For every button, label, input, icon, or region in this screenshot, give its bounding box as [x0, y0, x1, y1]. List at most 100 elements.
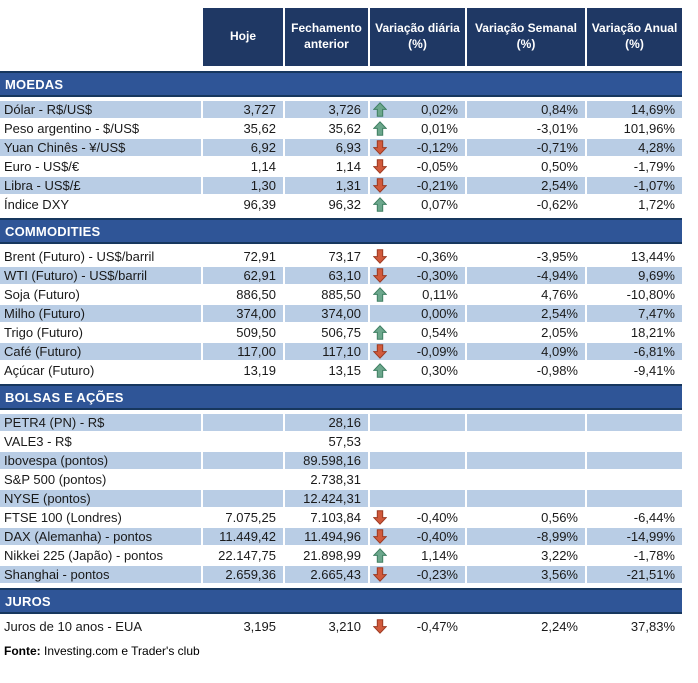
block-arrow-down [373, 249, 387, 264]
cell-fechamento-anterior: 28,16 [285, 414, 370, 433]
cell-fechamento-anterior: 57,53 [285, 433, 370, 452]
no-arrow [373, 491, 387, 506]
cell-variacao-anual: -21,51% [587, 566, 682, 585]
up-arrow-icon [373, 548, 387, 563]
cell-hoje: 7.075,25 [203, 509, 285, 528]
variacao-diaria-value: 0,07% [421, 197, 458, 212]
cell-variacao-diaria: -0,09% [370, 343, 467, 362]
cell-hoje [203, 452, 285, 471]
variacao-diaria-value: 0,54% [421, 325, 458, 340]
cell-variacao-diaria: -0,47% [370, 618, 467, 637]
cell-variacao-anual [587, 452, 682, 471]
cell-variacao-diaria: -0,36% [370, 248, 467, 267]
cell-fechamento-anterior: 1,14 [285, 158, 370, 177]
cell-label: WTI (Futuro) - US$/barril [0, 267, 203, 286]
table-row: Milho (Futuro) 374,00 374,00 0,00% 2,54% 7,47… [0, 305, 682, 324]
table-row: Dólar - R$/US$ 3,727 3,726 0,02% 0,84% 14,69% [0, 101, 682, 120]
no-arrow [373, 306, 387, 321]
cell-variacao-semanal [467, 414, 587, 433]
cell-hoje: 2.659,36 [203, 566, 285, 585]
variacao-diaria-value: 0,30% [421, 363, 458, 378]
source-text: Investing.com e Trader's club [40, 644, 200, 658]
cell-label: VALE3 - R$ [0, 433, 203, 452]
cell-variacao-anual: -1,78% [587, 547, 682, 566]
column-header-fechamento: Fechamento anterior [285, 8, 370, 66]
cell-variacao-anual: 4,28% [587, 139, 682, 158]
cell-variacao-anual: -9,41% [587, 362, 682, 381]
cell-variacao-semanal: 2,54% [467, 177, 587, 196]
cell-fechamento-anterior: 12.424,31 [285, 490, 370, 509]
cell-hoje: 11.449,42 [203, 528, 285, 547]
cell-variacao-diaria: 0,02% [370, 101, 467, 120]
cell-variacao-anual: 14,69% [587, 101, 682, 120]
up-arrow-icon [373, 121, 387, 136]
cell-label: Libra - US$/£ [0, 177, 203, 196]
cell-label: Açúcar (Futuro) [0, 362, 203, 381]
block-arrow-down [373, 178, 387, 193]
cell-label: Ibovespa (pontos) [0, 452, 203, 471]
cell-hoje: 374,00 [203, 305, 285, 324]
table-row: Soja (Futuro) 886,50 885,50 0,11% 4,76% -10,8… [0, 286, 682, 305]
cell-hoje: 35,62 [203, 120, 285, 139]
cell-label: Soja (Futuro) [0, 286, 203, 305]
cell-label: NYSE (pontos) [0, 490, 203, 509]
cell-variacao-diaria: 0,07% [370, 196, 467, 215]
cell-variacao-anual: -1,07% [587, 177, 682, 196]
no-arrow [373, 472, 387, 487]
cell-variacao-diaria: -0,30% [370, 267, 467, 286]
variacao-diaria-value: -0,09% [416, 344, 458, 359]
cell-fechamento-anterior: 21.898,99 [285, 547, 370, 566]
cell-fechamento-anterior: 13,15 [285, 362, 370, 381]
cell-label: S&P 500 (pontos) [0, 471, 203, 490]
cell-variacao-semanal: -0,71% [467, 139, 587, 158]
table-row: Ibovespa (pontos) 89.598,16 [0, 452, 682, 471]
cell-label: Índice DXY [0, 196, 203, 215]
block-arrow-down [373, 529, 387, 544]
cell-label: Nikkei 225 (Japão) - pontos [0, 547, 203, 566]
variacao-diaria-value: -0,36% [416, 249, 458, 264]
cell-hoje: 3,195 [203, 618, 285, 637]
section-header-bolsas: BOLSAS E AÇÕES [0, 384, 682, 410]
down-arrow-icon [373, 510, 387, 525]
table-row: Juros de 10 anos - EUA 3,195 3,210 -0,47% 2,… [0, 618, 682, 637]
up-arrow-icon [373, 363, 387, 378]
variacao-diaria-value: 0,11% [422, 287, 458, 302]
table-row: Trigo (Futuro) 509,50 506,75 0,54% 2,05% 18,2… [0, 324, 682, 343]
table-row: Açúcar (Futuro) 13,19 13,15 0,30% -0,98% -9,4… [0, 362, 682, 381]
no-arrow [373, 434, 387, 449]
block-arrow-up [373, 102, 387, 117]
variacao-diaria-value: -0,12% [416, 140, 458, 155]
cell-variacao-semanal: -4,94% [467, 267, 587, 286]
cell-variacao-semanal: -0,62% [467, 196, 587, 215]
cell-hoje: 1,14 [203, 158, 285, 177]
cell-fechamento-anterior: 96,32 [285, 196, 370, 215]
table-row: NYSE (pontos) 12.424,31 [0, 490, 682, 509]
down-arrow-icon [373, 249, 387, 264]
cell-label: DAX (Alemanha) - pontos [0, 528, 203, 547]
cell-label: PETR4 (PN) - R$ [0, 414, 203, 433]
no-arrow [373, 415, 387, 430]
cell-variacao-semanal: 0,56% [467, 509, 587, 528]
cell-hoje: 13,19 [203, 362, 285, 381]
table-row: Café (Futuro) 117,00 117,10 -0,09% 4,09% -6,8… [0, 343, 682, 362]
cell-fechamento-anterior: 3,726 [285, 101, 370, 120]
cell-fechamento-anterior: 63,10 [285, 267, 370, 286]
cell-label: Brent (Futuro) - US$/barril [0, 248, 203, 267]
cell-variacao-anual: -14,99% [587, 528, 682, 547]
cell-variacao-semanal: -3,01% [467, 120, 587, 139]
cell-hoje: 117,00 [203, 343, 285, 362]
cell-variacao-diaria [370, 490, 467, 509]
cell-variacao-semanal: 3,56% [467, 566, 587, 585]
cell-variacao-diaria: 0,11% [370, 286, 467, 305]
cell-variacao-diaria: 0,54% [370, 324, 467, 343]
down-arrow-icon [373, 178, 387, 193]
cell-variacao-semanal: 4,76% [467, 286, 587, 305]
cell-variacao-diaria [370, 471, 467, 490]
cell-fechamento-anterior: 73,17 [285, 248, 370, 267]
cell-variacao-semanal: 2,54% [467, 305, 587, 324]
cell-label: Dólar - R$/US$ [0, 101, 203, 120]
cell-variacao-anual: 13,44% [587, 248, 682, 267]
cell-label: Café (Futuro) [0, 343, 203, 362]
cell-variacao-diaria [370, 414, 467, 433]
source-label: Fonte: [4, 644, 41, 658]
